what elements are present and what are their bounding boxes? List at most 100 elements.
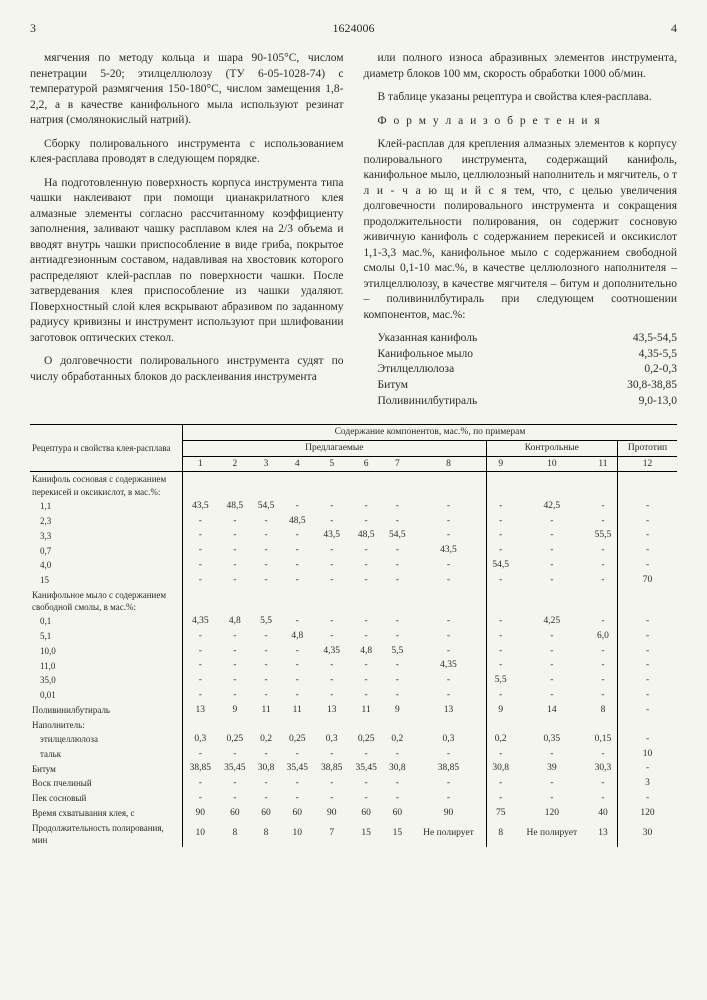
table-cell: - <box>618 499 677 514</box>
table-cell <box>486 472 515 499</box>
col-number: 7 <box>383 456 411 472</box>
table-cell: - <box>589 614 618 629</box>
table-cell: 7 <box>314 821 348 847</box>
table-cell: - <box>383 514 411 529</box>
table-cell <box>618 588 677 614</box>
table-cell: - <box>515 543 589 558</box>
table-cell: 30,8 <box>383 761 411 776</box>
table-cell: - <box>218 776 252 791</box>
table-cell <box>618 718 677 732</box>
row-header: 11,0 <box>30 658 183 673</box>
table-cell: - <box>486 629 515 644</box>
table-cell: - <box>280 791 314 806</box>
table-cell <box>618 472 677 499</box>
table-cell <box>589 718 618 732</box>
table-cell: - <box>618 673 677 688</box>
table-cell: 9 <box>486 703 515 718</box>
table-cell: 30,3 <box>589 761 618 776</box>
table-cell: 54,5 <box>486 558 515 573</box>
data-table: Рецептура и свойства клея-расплава Содер… <box>30 424 677 847</box>
table-cell: 0,35 <box>515 732 589 747</box>
table-cell: 8 <box>589 703 618 718</box>
table-cell: - <box>252 688 280 703</box>
table-cell: - <box>218 558 252 573</box>
table-cell: - <box>349 673 383 688</box>
table-cell: - <box>349 658 383 673</box>
formula-composition: Указанная канифоль43,5-54,5Канифольное м… <box>364 331 678 409</box>
table-cell: - <box>252 514 280 529</box>
table-cell: - <box>280 614 314 629</box>
table-cell: - <box>314 573 348 588</box>
row-header: Продолжительность полирования, мин <box>30 821 183 847</box>
table-cell: - <box>411 629 486 644</box>
table-cell: 54,5 <box>383 528 411 543</box>
table-cell <box>515 588 589 614</box>
table-cell: 8 <box>218 821 252 847</box>
table-cell: 4,8 <box>280 629 314 644</box>
col-number: 6 <box>349 456 383 472</box>
table-cell: 90 <box>183 806 218 821</box>
table-cell <box>486 718 515 732</box>
row-header: Воск пчелиный <box>30 776 183 791</box>
table-cell: - <box>314 776 348 791</box>
table-cell: - <box>218 629 252 644</box>
table-cell: - <box>515 688 589 703</box>
table-cell <box>411 588 486 614</box>
table-cell: 38,85 <box>314 761 348 776</box>
table-cell: - <box>183 629 218 644</box>
table-cell: - <box>411 791 486 806</box>
table-cell: 42,5 <box>515 499 589 514</box>
row-header: Битум <box>30 761 183 776</box>
table-cell: - <box>252 573 280 588</box>
table-cell: - <box>618 791 677 806</box>
table-cell: - <box>383 776 411 791</box>
table-cell: 35,45 <box>280 761 314 776</box>
table-cell: - <box>280 573 314 588</box>
table-cell: 10 <box>618 747 677 762</box>
group-proposed: Предлагаемые <box>183 440 487 456</box>
table-cell: - <box>218 514 252 529</box>
table-cell <box>589 588 618 614</box>
row-header: 5,1 <box>30 629 183 644</box>
table-cell: - <box>618 644 677 659</box>
table-cell: - <box>383 658 411 673</box>
table-cell: - <box>618 528 677 543</box>
table-cell <box>383 588 411 614</box>
table-cell: 0,3 <box>411 732 486 747</box>
table-cell: - <box>589 644 618 659</box>
table-cell: - <box>618 761 677 776</box>
table-cell: 60 <box>280 806 314 821</box>
table-cell: Не полирует <box>515 821 589 847</box>
table-cell: - <box>252 747 280 762</box>
table-cell: - <box>618 543 677 558</box>
table-cell: - <box>383 791 411 806</box>
table-cell: 35,45 <box>349 761 383 776</box>
table-cell: 11 <box>280 703 314 718</box>
table-cell: 8 <box>486 821 515 847</box>
table-caption-left: Рецептура и свойства клея-расплава <box>30 425 183 472</box>
two-column-text: мягчения по методу кольца и шара 90-105°… <box>30 51 677 409</box>
table-cell: - <box>618 732 677 747</box>
table-cell: - <box>349 791 383 806</box>
table-cell: 15 <box>383 821 411 847</box>
table-cell: - <box>314 543 348 558</box>
table-cell: - <box>411 776 486 791</box>
col-number: 1 <box>183 456 218 472</box>
table-cell: - <box>411 514 486 529</box>
table-cell: - <box>383 573 411 588</box>
table-cell: 13 <box>314 703 348 718</box>
table-cell: - <box>280 543 314 558</box>
table-cell: 11 <box>252 703 280 718</box>
table-cell <box>383 472 411 499</box>
table-cell: - <box>183 688 218 703</box>
table-cell: - <box>218 673 252 688</box>
formula-value: 9,0-13,0 <box>639 394 677 410</box>
row-header: 0,01 <box>30 688 183 703</box>
row-header: 1,1 <box>30 499 183 514</box>
table-cell: 60 <box>252 806 280 821</box>
table-cell: - <box>515 791 589 806</box>
table-cell: - <box>183 673 218 688</box>
table-cell: 0,3 <box>183 732 218 747</box>
table-cell: - <box>183 644 218 659</box>
table-cell: 120 <box>618 806 677 821</box>
